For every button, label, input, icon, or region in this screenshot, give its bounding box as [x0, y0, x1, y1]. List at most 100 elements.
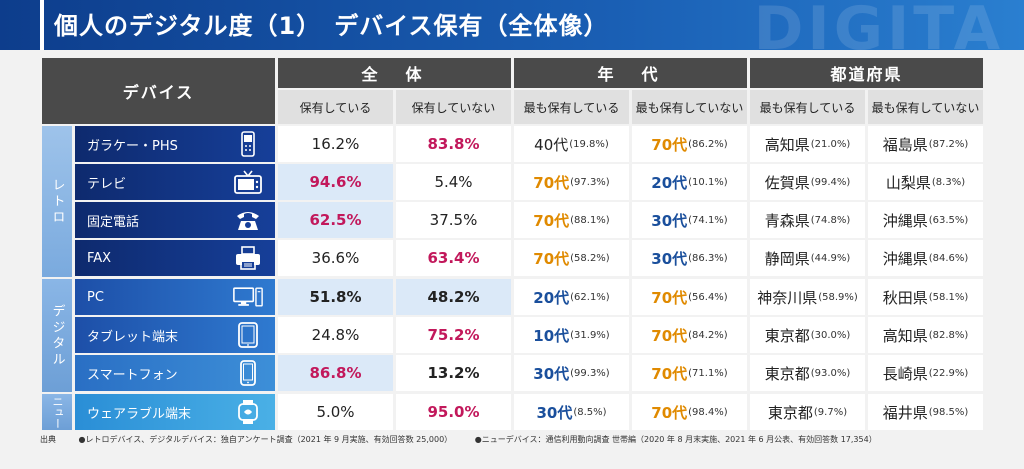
device-row-fax: FAX: [75, 240, 275, 276]
own-value: 36.6%: [278, 240, 393, 276]
age-most-pct: (58.2%): [570, 252, 610, 264]
pref-most-pct: (9.7%): [813, 406, 848, 418]
age-most-label: 70代: [533, 211, 570, 230]
pref-most-label: 神奈川県: [757, 288, 818, 307]
pref-least-label: 沖縄県: [882, 249, 928, 268]
age-least-label: 70代: [651, 288, 688, 307]
pref-least-label: 山梨県: [885, 173, 931, 192]
pref-most-label: 静岡県: [764, 249, 810, 268]
age-least-label: 30代: [651, 249, 688, 268]
device-row-tv: テレビ: [75, 164, 275, 200]
device-label: テレビ: [87, 176, 127, 192]
pref-most-pct: (21.0%): [810, 138, 851, 150]
not-own-value: 95.0%: [396, 394, 511, 430]
device-label: FAX: [87, 250, 112, 266]
own-value: 16.2%: [278, 126, 393, 162]
age-least-pct: (98.4%): [688, 406, 728, 418]
pref-least-pct: (8.3%): [931, 176, 966, 188]
category-digital: デジタル: [42, 279, 72, 392]
device-label: 固定電話: [87, 214, 140, 230]
age-most-pct: (8.5%): [573, 406, 607, 418]
own-value: 24.8%: [278, 317, 393, 353]
pref-most-cell: 高知県 (21.0%): [750, 126, 865, 162]
device-table: デバイス 全 体 年 代 都道府県 保有している 保有していない 最も保有してい…: [0, 50, 1024, 469]
age-most-pct: (88.1%): [570, 214, 610, 226]
pref-least-pct: (87.2%): [928, 138, 969, 150]
source-label: 出典: [40, 435, 56, 444]
pref-most-label: 東京都: [767, 403, 813, 422]
pc-icon: [233, 283, 263, 311]
device-row-feature-phone: ガラケー・PHS: [75, 126, 275, 162]
subheader-age-most: 最も保有している: [514, 90, 629, 124]
age-most-cell: 10代 (31.9%): [514, 317, 629, 353]
device-row-landline: 固定電話: [75, 202, 275, 238]
age-least-cell: 70代 (56.4%): [632, 279, 747, 315]
age-least-cell: 30代 (86.3%): [632, 240, 747, 276]
pref-least-cell: 高知県 (82.8%): [868, 317, 983, 353]
own-value: 94.6%: [278, 164, 393, 200]
pref-least-pct: (84.6%): [928, 252, 969, 264]
age-most-cell: 20代 (62.1%): [514, 279, 629, 315]
pref-least-cell: 福井県 (98.5%): [868, 394, 983, 430]
watermark: DIGITA: [753, 0, 1004, 50]
tv-icon: [233, 168, 263, 196]
age-most-cell: 30代 (8.5%): [514, 394, 629, 430]
age-most-label: 20代: [533, 288, 570, 307]
pref-least-cell: 長崎県 (22.9%): [868, 355, 983, 391]
pref-most-label: 佐賀県: [764, 173, 810, 192]
pref-most-cell: 青森県 (74.8%): [750, 202, 865, 238]
title-bar: 個人のデジタル度（1） デバイス保有（全体像） DIGITA: [0, 0, 1024, 50]
group-header-prefecture: 都道府県: [750, 58, 983, 88]
pref-least-pct: (82.8%): [928, 329, 969, 341]
age-least-pct: (74.1%): [688, 214, 728, 226]
not-own-value: 37.5%: [396, 202, 511, 238]
pref-least-pct: (22.9%): [928, 367, 969, 379]
not-own-value: 5.4%: [396, 164, 511, 200]
age-least-pct: (86.3%): [688, 252, 728, 264]
age-most-cell: 70代 (88.1%): [514, 202, 629, 238]
age-least-cell: 20代 (10.1%): [632, 164, 747, 200]
pref-least-cell: 沖縄県 (84.6%): [868, 240, 983, 276]
age-least-cell: 30代 (74.1%): [632, 202, 747, 238]
pref-least-pct: (98.5%): [928, 406, 969, 418]
feature-phone-icon: [233, 130, 263, 158]
age-most-label: 70代: [533, 249, 570, 268]
own-value: 5.0%: [278, 394, 393, 430]
age-most-cell: 40代 (19.8%): [514, 126, 629, 162]
pref-most-pct: (30.0%): [810, 329, 851, 341]
age-most-label: 40代: [534, 135, 569, 154]
pref-most-pct: (44.9%): [810, 252, 851, 264]
not-own-value: 48.2%: [396, 279, 511, 315]
device-row-smartphone: スマートフォン: [75, 355, 275, 391]
pref-most-label: 高知県: [764, 135, 810, 154]
pref-most-pct: (93.0%): [810, 367, 851, 379]
age-least-pct: (84.2%): [688, 329, 728, 341]
age-most-pct: (62.1%): [570, 291, 610, 303]
pref-most-cell: 静岡県 (44.9%): [750, 240, 865, 276]
pref-least-label: 福井県: [882, 403, 928, 422]
pref-most-label: 青森県: [764, 211, 810, 230]
age-least-label: 30代: [651, 211, 688, 230]
pref-least-label: 秋田県: [882, 288, 928, 307]
pref-most-pct: (99.4%): [810, 176, 851, 188]
age-most-pct: (19.8%): [569, 138, 609, 150]
own-value: 51.8%: [278, 279, 393, 315]
age-least-label: 70代: [651, 135, 688, 154]
tablet-icon: [233, 321, 263, 349]
age-least-pct: (56.4%): [688, 291, 728, 303]
age-least-pct: (71.1%): [688, 367, 728, 379]
title-accent: [40, 0, 44, 50]
pref-least-pct: (58.1%): [928, 291, 969, 303]
not-own-value: 83.8%: [396, 126, 511, 162]
subheader-pref-most: 最も保有している: [750, 90, 865, 124]
age-most-cell: 70代 (97.3%): [514, 164, 629, 200]
pref-least-label: 沖縄県: [882, 211, 928, 230]
device-label: ウェアラブル端末: [87, 406, 192, 422]
group-header-overall: 全 体: [278, 58, 511, 88]
own-value: 62.5%: [278, 202, 393, 238]
category-retro: レトロ: [42, 126, 72, 277]
device-column-header: デバイス: [42, 58, 275, 124]
age-least-cell: 70代 (86.2%): [632, 126, 747, 162]
age-most-pct: (97.3%): [570, 176, 610, 188]
age-least-label: 70代: [651, 326, 688, 345]
